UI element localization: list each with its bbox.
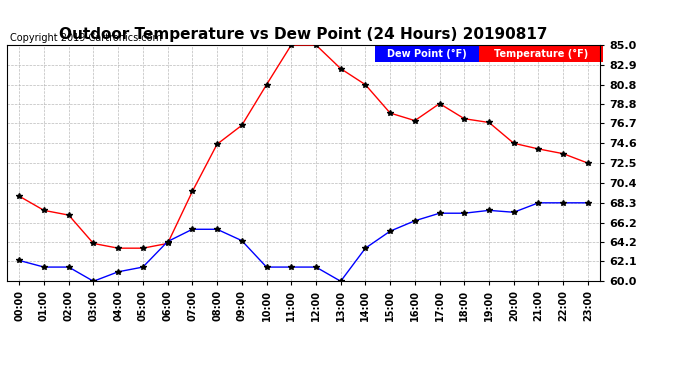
FancyBboxPatch shape [479, 46, 603, 62]
Text: Copyright 2019 Cartronics.com: Copyright 2019 Cartronics.com [10, 33, 162, 43]
FancyBboxPatch shape [375, 46, 479, 62]
Title: Outdoor Temperature vs Dew Point (24 Hours) 20190817: Outdoor Temperature vs Dew Point (24 Hou… [59, 27, 548, 42]
Text: Dew Point (°F): Dew Point (°F) [387, 49, 467, 59]
Text: Temperature (°F): Temperature (°F) [494, 49, 588, 59]
